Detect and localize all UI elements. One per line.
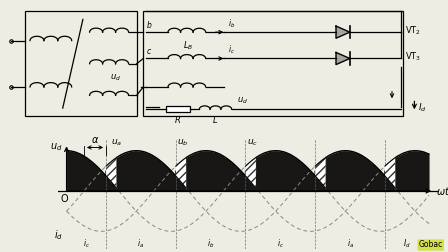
Text: VT$_2$: VT$_2$ [405, 24, 422, 37]
Text: $u_d$: $u_d$ [50, 141, 63, 152]
Text: VT$_3$: VT$_3$ [405, 51, 422, 63]
Text: L: L [213, 116, 218, 124]
Text: $I_d$: $I_d$ [403, 237, 411, 250]
Text: $i_a$: $i_a$ [346, 237, 353, 250]
Text: $i_d$: $i_d$ [54, 229, 63, 242]
Text: R: R [175, 116, 181, 124]
Text: $i_b$: $i_b$ [228, 17, 236, 30]
Text: $I_d$: $I_d$ [418, 102, 426, 114]
Text: $u_c$: $u_c$ [247, 138, 258, 148]
Bar [143, 11, 403, 116]
Bar [25, 11, 137, 116]
Bar [166, 106, 190, 112]
Text: $i_c$: $i_c$ [228, 44, 236, 56]
Text: $i_b$: $i_b$ [207, 237, 214, 250]
Text: b: b [147, 21, 152, 30]
Text: Gobac: Gobac [418, 240, 443, 249]
Text: c: c [147, 47, 151, 56]
Text: $L_B$: $L_B$ [183, 40, 194, 52]
Text: $i_c$: $i_c$ [277, 237, 284, 250]
Text: $u_b$: $u_b$ [177, 138, 189, 148]
Text: $i_c$: $i_c$ [83, 237, 90, 250]
Polygon shape [336, 52, 350, 65]
Text: $u_a$: $u_a$ [111, 138, 122, 148]
Text: $\omega t$: $\omega t$ [436, 185, 448, 197]
Text: $u_d$: $u_d$ [237, 96, 249, 106]
Text: O: O [60, 194, 68, 204]
Text: $\alpha$: $\alpha$ [91, 136, 99, 145]
Polygon shape [336, 26, 350, 38]
Text: $i_a$: $i_a$ [138, 237, 144, 250]
Text: $u_d$: $u_d$ [110, 72, 121, 83]
